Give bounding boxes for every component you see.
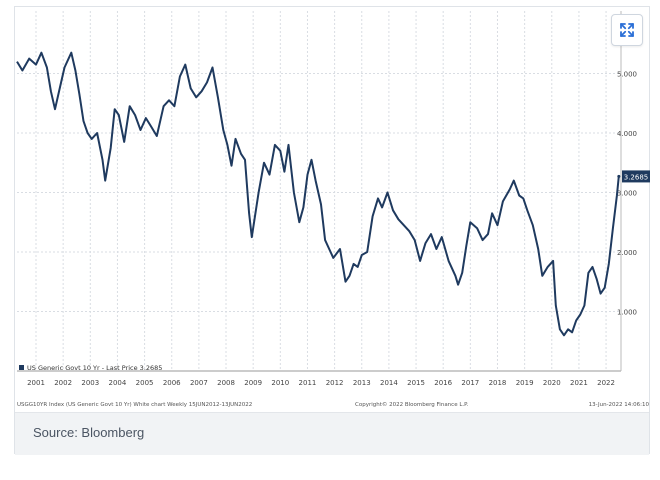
x-tick-label: 2011 bbox=[299, 379, 317, 387]
y-tick-label: 3.000 bbox=[617, 189, 637, 197]
series-end-point bbox=[617, 174, 621, 178]
chart-footer: Source: Bloomberg bbox=[15, 412, 649, 455]
x-tick-label: 2004 bbox=[109, 379, 127, 387]
y-tick-label: 1.000 bbox=[617, 308, 637, 316]
last-value-tag bbox=[622, 170, 650, 183]
line-chart: 1.000 2.000 3.000 4.000 5.000 2001 2002 2003 200… bbox=[16, 11, 650, 408]
chart-area: 1.000 2.000 3.000 4.000 5.000 2001 2002 2003 200… bbox=[15, 7, 651, 412]
x-tick-label: 2012 bbox=[326, 379, 344, 387]
x-tick-label: 2005 bbox=[136, 379, 154, 387]
bottom-right-caption: 13-Jun-2022 14:06:10 bbox=[589, 402, 650, 408]
source-caption: Source: Bloomberg bbox=[33, 425, 145, 440]
x-tick-label: 2013 bbox=[353, 379, 371, 387]
chart-card: 1.000 2.000 3.000 4.000 5.000 2001 2002 2003 200… bbox=[14, 6, 651, 455]
expand-chart-button[interactable] bbox=[611, 14, 643, 46]
x-tick-label: 2006 bbox=[163, 379, 181, 387]
series-line bbox=[16, 51, 620, 337]
y-tick-label: 5.000 bbox=[617, 70, 637, 78]
last-value-label: 3.2685 bbox=[624, 173, 649, 181]
x-tick-label: 2014 bbox=[380, 379, 398, 387]
y-tick-label: 2.000 bbox=[617, 249, 637, 257]
x-tick-label: 2001 bbox=[27, 379, 45, 387]
x-tick-label: 2018 bbox=[489, 379, 507, 387]
legend-swatch bbox=[19, 365, 24, 370]
x-tick-label: 2007 bbox=[190, 379, 208, 387]
bottom-center-caption: Copyright© 2022 Bloomberg Finance L.P. bbox=[355, 401, 469, 408]
expand-arrows-icon bbox=[620, 23, 634, 37]
x-tick-label: 2017 bbox=[461, 379, 479, 387]
x-tick-label: 2021 bbox=[570, 379, 588, 387]
x-tick-label: 2016 bbox=[434, 379, 452, 387]
x-tick-label: 2003 bbox=[81, 379, 99, 387]
x-tick-label: 2009 bbox=[244, 379, 262, 387]
x-tick-label: 2022 bbox=[597, 379, 615, 387]
y-tick-label: 4.000 bbox=[617, 130, 637, 138]
x-tick-label: 2002 bbox=[54, 379, 72, 387]
x-tick-label: 2008 bbox=[217, 379, 235, 387]
bottom-left-caption: USGG10YR Index (US Generic Govt 10 Yr) W… bbox=[17, 402, 252, 408]
legend-label: US Generic Govt 10 Yr - Last Price 3.268… bbox=[27, 364, 162, 372]
x-tick-label: 2020 bbox=[543, 379, 561, 387]
x-tick-label: 2015 bbox=[407, 379, 425, 387]
x-tick-label: 2019 bbox=[516, 379, 534, 387]
x-tick-label: 2010 bbox=[271, 379, 289, 387]
